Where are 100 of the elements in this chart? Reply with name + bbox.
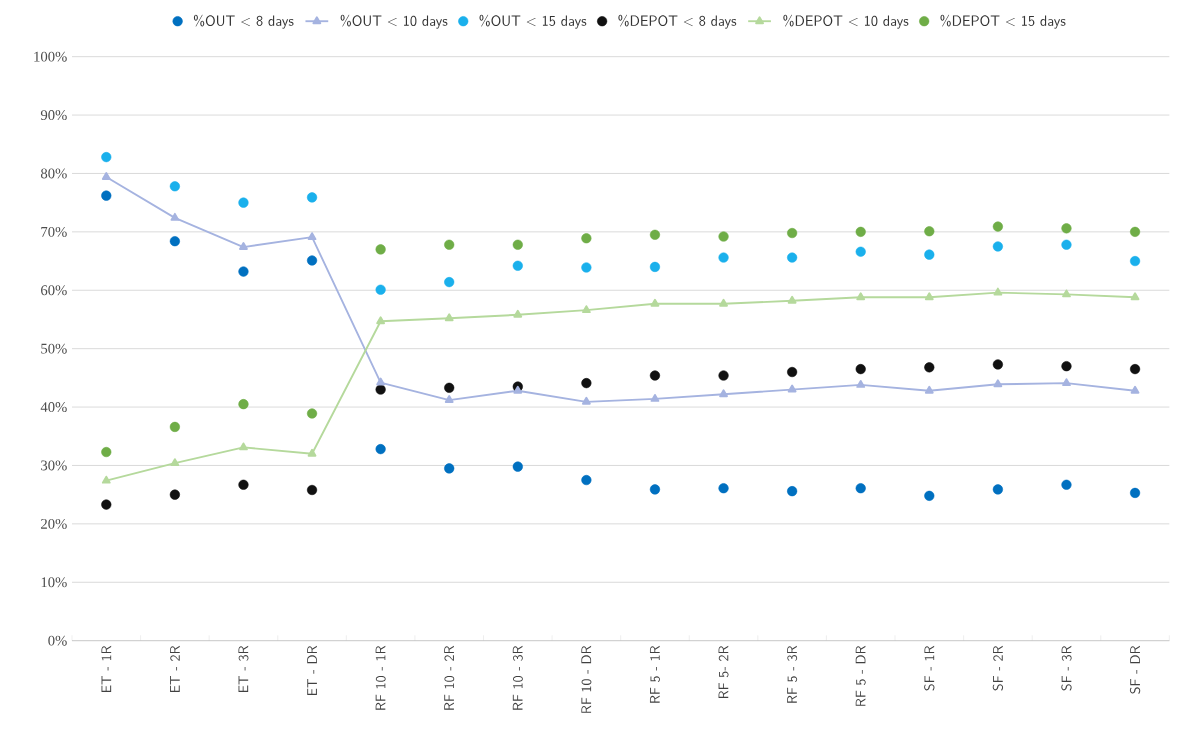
point xyxy=(924,490,935,501)
legend-label: %DEPOT < 15 days xyxy=(940,14,1066,29)
point xyxy=(512,461,523,472)
point xyxy=(581,233,592,244)
point xyxy=(1129,364,1141,375)
point xyxy=(238,399,249,410)
point xyxy=(169,236,180,247)
x-tick-label: ET - DR xyxy=(307,645,317,696)
point xyxy=(581,378,592,389)
point xyxy=(238,197,249,208)
point xyxy=(375,384,386,395)
point xyxy=(855,246,866,257)
point xyxy=(239,242,248,250)
y-tick-label: 60% xyxy=(41,285,67,296)
point xyxy=(924,249,935,260)
point xyxy=(101,190,112,201)
legend-label: %DEPOT < 8 days xyxy=(618,14,737,29)
point xyxy=(993,379,1003,388)
point xyxy=(924,385,934,394)
point xyxy=(718,252,729,263)
point xyxy=(444,382,455,393)
x-tick-label: ET - 2R xyxy=(170,645,180,692)
point xyxy=(513,309,523,318)
x-tick-label: RF 10 - 3R xyxy=(512,645,523,710)
x-tick-label: RF 5- 2R xyxy=(718,645,729,699)
x-tick-label: RF 5 - 1R xyxy=(649,645,660,703)
y-tick-label: 40% xyxy=(40,402,67,413)
point xyxy=(1129,256,1141,267)
point xyxy=(444,277,455,288)
point xyxy=(650,298,660,307)
point xyxy=(238,479,249,490)
y-tick-label: 100% xyxy=(34,51,67,62)
point xyxy=(444,239,455,250)
point xyxy=(787,486,798,497)
point xyxy=(1061,361,1072,372)
x-tick-label: RF 10 - 2R xyxy=(444,645,455,710)
point xyxy=(787,366,798,378)
point xyxy=(787,227,798,239)
point xyxy=(101,152,112,163)
point xyxy=(170,212,180,221)
y-tick-label: 80% xyxy=(40,168,67,179)
point xyxy=(787,252,798,263)
point xyxy=(1130,292,1140,301)
x-tick-label: ET - 3R xyxy=(238,645,249,692)
y-tick-label: 50% xyxy=(41,343,67,354)
point xyxy=(101,499,112,510)
point xyxy=(581,475,592,486)
point xyxy=(856,379,866,388)
point xyxy=(375,444,386,455)
point xyxy=(718,483,729,494)
legend-label: %DEPOT < 10 days xyxy=(783,14,909,29)
y-tick-label: 20% xyxy=(41,518,67,529)
y-tick-label: 10% xyxy=(41,577,67,588)
point xyxy=(1061,239,1072,250)
point xyxy=(581,396,591,405)
point xyxy=(306,408,318,419)
x-tick-label: SF - DR xyxy=(1129,645,1141,694)
legend-label: %OUT < 10 days xyxy=(340,14,448,29)
x-tick-label: RF 5 - 3R xyxy=(787,645,798,703)
point xyxy=(718,370,729,381)
x-tick-label: ET - 1R xyxy=(101,645,112,692)
point xyxy=(376,377,386,386)
point xyxy=(856,292,866,301)
x-tick-label: RF 5 - DR xyxy=(855,645,866,706)
point xyxy=(649,370,661,381)
point xyxy=(101,172,111,180)
point xyxy=(444,313,454,322)
point xyxy=(169,181,180,192)
point xyxy=(444,463,455,474)
point xyxy=(650,393,660,402)
point xyxy=(992,241,1003,252)
point xyxy=(238,266,249,277)
point xyxy=(924,362,935,373)
point xyxy=(993,287,1003,296)
y-tick-label: 70% xyxy=(41,226,67,237)
point xyxy=(649,484,661,495)
point xyxy=(306,192,318,203)
point xyxy=(169,421,180,432)
point xyxy=(1062,289,1071,298)
point xyxy=(169,489,180,500)
point xyxy=(307,448,317,457)
point xyxy=(719,298,728,307)
point xyxy=(306,255,318,266)
point xyxy=(855,226,866,237)
point xyxy=(444,395,454,403)
point xyxy=(170,458,180,467)
point xyxy=(992,359,1003,370)
point xyxy=(1062,378,1071,387)
point xyxy=(239,442,248,451)
point xyxy=(581,262,592,273)
y-tick-label: 30% xyxy=(41,460,67,471)
point xyxy=(101,475,111,484)
y-tick-label: 90% xyxy=(40,110,67,121)
point xyxy=(992,221,1003,232)
legend-label: %OUT < 15 days xyxy=(479,14,587,29)
point xyxy=(101,446,112,458)
point xyxy=(1130,385,1140,394)
point xyxy=(307,232,317,241)
point xyxy=(924,292,934,301)
x-tick-label: RF 10 - 1R xyxy=(375,645,386,710)
